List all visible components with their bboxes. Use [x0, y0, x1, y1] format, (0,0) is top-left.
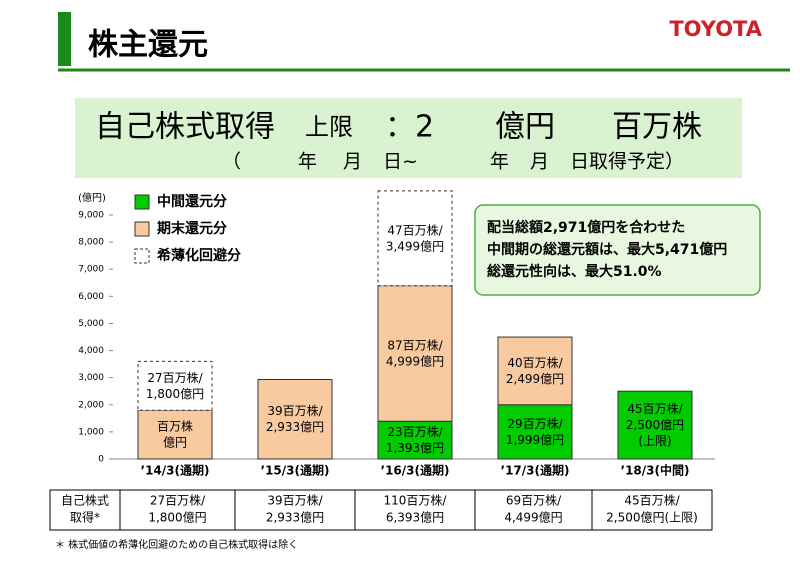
legend-swatch [134, 194, 150, 210]
bar-segment [137, 409, 213, 460]
value-label-line: 2,933億円 [266, 420, 324, 434]
table-frame [49, 489, 713, 531]
banner-subtext: 年 [490, 151, 509, 173]
value-label: 27百万株/1,800億円 [146, 369, 204, 400]
chart: (億円) 0 1,000 2,000 3,000 4,000 5,000 6,000 7,000… [78, 190, 727, 478]
table-cell: 取得* [70, 510, 100, 525]
y-tick-label: 9,000 [78, 211, 104, 221]
banner [75, 98, 742, 178]
callout-text: 総還元性向は、最大51.0% [487, 263, 662, 280]
legend-swatch [134, 248, 150, 264]
logo: TOYOTA [669, 17, 762, 41]
bar-segment [377, 285, 453, 422]
value-label-line: 39百万株/ [267, 403, 323, 418]
slide-title: 株主還元 [88, 28, 208, 63]
value-label-line: 29百万株/ [507, 415, 563, 430]
value-label-line: 45百万株/ [627, 401, 683, 416]
y-tick-label: 0 [98, 455, 104, 465]
value-label-line: 4,999億円 [386, 354, 444, 368]
banner-subtext: （ [222, 151, 241, 173]
value-label: 39百万株/2,933億円 [266, 403, 324, 434]
bar-segment [257, 378, 333, 460]
banner-text: 百万株 [612, 110, 702, 145]
y-axis-label: (億円) [78, 191, 106, 204]
callout-text: 配当総額2,971億円を合わせた [487, 219, 685, 236]
legend-label: 希薄化回避分 [157, 247, 241, 264]
bar-segment [377, 420, 453, 460]
bar-segment [617, 390, 693, 460]
value-label-line: 87百万株/ [387, 337, 443, 352]
y-tick-label: 3,000 [78, 373, 104, 383]
banner-subtext: 月 [530, 151, 549, 173]
table-cell: 69百万株/ [506, 493, 562, 508]
banner-subtext: 月 [343, 151, 362, 173]
value-label-line: 2,499億円 [506, 371, 564, 385]
legend-swatch [134, 221, 150, 237]
banner-subtext: 年 [298, 151, 317, 173]
table-cell: 2,933億円 [266, 511, 324, 525]
banner-text: 自己株式取得 上限 ：2 億円 百万株（年月日~ 年月日取得予定） [95, 110, 702, 173]
value-label: 87百万株/4,999億円 [386, 337, 444, 368]
y-tick-label: 2,000 [78, 400, 104, 410]
value-label-line: 1,800億円 [146, 386, 204, 400]
x-tick-label: ’15/3(通期) [261, 463, 330, 478]
banner-text: 上限 [305, 113, 353, 141]
x-tick-label: ’18/3(中間) [621, 463, 690, 478]
x-tick-label: ’16/3(通期) [381, 463, 450, 478]
table-cell: 6,393億円 [386, 511, 444, 525]
y-tick-label: 1,000 [78, 427, 104, 437]
value-label-line: 23百万株/ [387, 424, 443, 439]
banner-text: 自己株式取得 [95, 110, 275, 145]
callout [474, 204, 761, 296]
value-label-line: 47百万株/ [387, 222, 443, 237]
value-label: 29百万株/1,999億円 [506, 415, 564, 446]
x-tick-label: ’17/3(通期) [501, 463, 570, 478]
value-label-line: 3,499億円 [386, 239, 444, 253]
table-cell: 27百万株/ [150, 493, 206, 508]
table-cell: 自己株式 [61, 493, 109, 508]
value-label-line: 1,393億円 [386, 441, 444, 455]
value-label: 40百万株/2,499億円 [506, 354, 564, 385]
callout-text: 中間期の総還元額は、最大5,471億円 [487, 241, 727, 258]
legend-label: 期末還元分 [157, 220, 227, 237]
value-label-line: 億円 [163, 435, 187, 449]
value-label: 23百万株/1,393億円 [386, 424, 444, 455]
y-tick-label: 6,000 [78, 292, 104, 302]
value-label: 47百万株/3,499億円 [386, 222, 444, 253]
banner-text: ：2 [385, 110, 434, 145]
table-cell: 45百万株/ [624, 493, 680, 508]
table-cell: 39百万株/ [267, 493, 323, 508]
table-cell: 110百万株/ [384, 493, 448, 508]
value-label-line: 百万株 [157, 418, 193, 433]
value-label-line: (上限) [638, 434, 671, 448]
bar-segment [497, 336, 573, 406]
x-tick-label: ’14/3(通期) [141, 463, 210, 478]
value-label-line: 2,500億円 [626, 418, 684, 432]
banner-text: 億円 [495, 110, 555, 145]
table: 自己株式取得* 27百万株/1,800億円 39百万株/2,933億円 110百万株/… [49, 489, 713, 531]
banner-subtext: 日~ [383, 151, 418, 173]
y-tick-label: 7,000 [78, 265, 104, 275]
bar-segment [497, 404, 573, 460]
table-cell: 1,800億円 [148, 511, 206, 525]
y-tick-label: 5,000 [78, 319, 104, 329]
value-label: 45百万株/2,500億円 (上限) [626, 401, 684, 448]
value-label: 百万株億円 [157, 418, 193, 449]
title-accent [58, 12, 71, 66]
banner-subtext: 日取得予定） [570, 151, 684, 173]
value-label-line: 1,999億円 [506, 432, 564, 446]
bar-segment [377, 190, 453, 287]
value-label-line: 27百万株/ [147, 369, 203, 384]
y-tick-label: 4,000 [78, 346, 104, 356]
bar-segment [137, 360, 213, 411]
value-label-line: 40百万株/ [507, 354, 563, 369]
footnote: ＊ 株式価値の希薄化回避のための自己株式取得は除く [55, 538, 298, 551]
y-tick-label: 8,000 [78, 238, 104, 248]
legend-label: 中間還元分 [157, 193, 227, 210]
table-cell: 2,500億円(上限) [606, 511, 698, 525]
table-cell: 4,499億円 [504, 511, 562, 525]
